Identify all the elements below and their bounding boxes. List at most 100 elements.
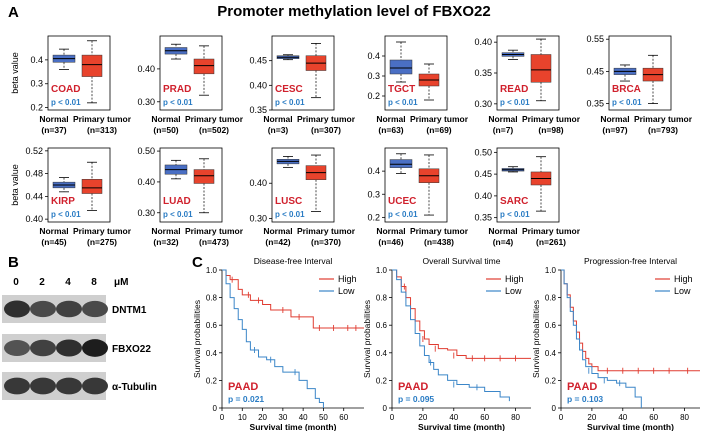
survival-curve-high bbox=[222, 269, 364, 329]
category-label: Normal bbox=[263, 114, 292, 124]
y-tick-label: 0.8 bbox=[376, 294, 388, 303]
y-tick-label: 0.4 bbox=[376, 349, 388, 358]
y-tick-label: 0.2 bbox=[30, 103, 43, 113]
y-tick-label: 0.35 bbox=[586, 99, 604, 109]
legend-label-low: Low bbox=[505, 286, 522, 296]
boxplot-read: 0.30 0.35 0.40 READ p < 0.01 Normal Primary tu… bbox=[474, 35, 581, 135]
category-label: Primary tumor bbox=[297, 114, 356, 124]
x-tick-label: 50 bbox=[319, 413, 328, 422]
y-tick-label: 0.40 bbox=[474, 191, 492, 201]
y-tick-label: 0.48 bbox=[25, 169, 43, 179]
y-tick-label: 0.2 bbox=[367, 212, 380, 222]
panel-label-c: C bbox=[192, 254, 203, 271]
cancer-label: PAAD bbox=[567, 381, 597, 393]
cancer-label: TGCT bbox=[388, 84, 415, 95]
x-tick-label: 60 bbox=[649, 413, 658, 422]
blot-band bbox=[56, 300, 82, 318]
category-label: Normal bbox=[600, 114, 629, 124]
y-tick-label: 0.50 bbox=[137, 146, 155, 156]
sample-count: (n=502) bbox=[199, 125, 229, 135]
sample-count: (n=45) bbox=[41, 237, 66, 247]
y-tick-label: 0.40 bbox=[249, 80, 267, 90]
cancer-label: KIRP bbox=[51, 196, 75, 207]
blot-band bbox=[4, 377, 30, 395]
boxplot-sarc: 0.35 0.40 0.45 0.50 SARC p < 0.01 Normal Primar… bbox=[474, 147, 580, 247]
cancer-label: LUAD bbox=[163, 196, 191, 207]
sample-count: (n=307) bbox=[311, 125, 341, 135]
y-tick-label: 0.45 bbox=[474, 169, 492, 179]
y-tick-label: 0.3 bbox=[367, 71, 380, 81]
y-tick-label: 0.2 bbox=[376, 376, 388, 385]
y-tick-label: 0.30 bbox=[474, 99, 492, 109]
y-tick-label: 0.6 bbox=[206, 321, 218, 330]
sample-count: (n=370) bbox=[311, 237, 341, 247]
p-value: p < 0.01 bbox=[163, 210, 193, 219]
blot-band bbox=[30, 339, 56, 357]
x-axis-label: Survival time (month) bbox=[250, 422, 337, 431]
km-title: Disease-free Interval bbox=[254, 256, 333, 266]
survival-curve-high bbox=[392, 269, 531, 359]
y-tick-label: 0.4 bbox=[545, 349, 557, 358]
figure-title: Promoter methylation level of FBXO22 bbox=[217, 3, 490, 20]
plot-frame bbox=[271, 147, 335, 223]
x-tick-label: 60 bbox=[480, 413, 489, 422]
km-plot-3: Progression-free Interval 0 0.2 0.4 0.6 0.8 1.… bbox=[531, 256, 700, 431]
y-tick-label: 0.40 bbox=[137, 64, 155, 74]
x-tick-label: 80 bbox=[680, 413, 689, 422]
p-value: p < 0.01 bbox=[275, 210, 305, 219]
concentration-label: 0 bbox=[13, 277, 19, 288]
y-tick-label: 0.6 bbox=[545, 321, 557, 330]
box-plot-panels: 0.2 0.3 0.4 beta value COAD p < 0.01 Normal Pri… bbox=[10, 34, 693, 247]
cancer-label: SARC bbox=[500, 196, 528, 207]
y-tick-label: 0.4 bbox=[206, 349, 218, 358]
category-label: Primary tumor bbox=[297, 226, 356, 236]
p-value: p = 0.095 bbox=[398, 394, 434, 404]
y-tick-label: 0.40 bbox=[474, 37, 492, 47]
x-tick-label: 10 bbox=[238, 413, 247, 422]
y-axis-label: Survival probabilities bbox=[192, 300, 202, 378]
cancer-label: PRAD bbox=[163, 84, 191, 95]
box-normal bbox=[389, 59, 413, 75]
p-value: p < 0.01 bbox=[163, 98, 193, 107]
y-tick-label: 0.30 bbox=[249, 213, 267, 223]
p-value: p < 0.01 bbox=[500, 98, 530, 107]
y-tick-label: 0.35 bbox=[474, 68, 492, 78]
cancer-label: CESC bbox=[275, 84, 303, 95]
plot-frame bbox=[384, 35, 448, 111]
category-label: Normal bbox=[488, 114, 517, 124]
category-label: Normal bbox=[376, 114, 405, 124]
boxplot-coad: 0.2 0.3 0.4 beta value COAD p < 0.01 Normal Pri… bbox=[10, 35, 132, 135]
plot-frame bbox=[159, 35, 223, 111]
plot-frame bbox=[47, 35, 111, 111]
category-label: Primary tumor bbox=[410, 114, 469, 124]
concentration-unit: μM bbox=[114, 277, 128, 288]
y-tick-label: 0.55 bbox=[586, 34, 604, 44]
y-tick-label: 0.4 bbox=[367, 51, 380, 61]
y-tick-label: 0.6 bbox=[376, 321, 388, 330]
y-tick-label: 0.4 bbox=[367, 166, 380, 176]
box-tumor bbox=[530, 54, 552, 83]
sample-count: (n=42) bbox=[265, 237, 290, 247]
x-tick-label: 40 bbox=[449, 413, 458, 422]
sample-count: (n=7) bbox=[493, 125, 514, 135]
box-normal bbox=[389, 159, 413, 168]
x-tick-label: 80 bbox=[511, 413, 520, 422]
survival-curve-low bbox=[392, 269, 510, 402]
p-value: p = 0.103 bbox=[567, 394, 603, 404]
sample-count: (n=98) bbox=[538, 125, 563, 135]
km-plot-2: Overall Survival time 0 0.2 0.4 0.6 0.8 1.0 0 20… bbox=[362, 256, 531, 431]
western-blot-panel: 0 2 4 8 μM DNTM1 FBXO22 α-Tubulin bbox=[2, 277, 157, 400]
p-value: p < 0.01 bbox=[388, 98, 418, 107]
category-label: Normal bbox=[488, 226, 517, 236]
boxplot-cesc: 0.35 0.40 0.45 CESC p < 0.01 Normal Primary tu… bbox=[249, 35, 356, 135]
y-tick-label: 0.3 bbox=[367, 189, 380, 199]
box-tumor bbox=[81, 179, 103, 194]
x-tick-label: 60 bbox=[339, 413, 348, 422]
sample-count: (n=793) bbox=[648, 125, 678, 135]
blot-band bbox=[56, 377, 82, 395]
boxplot-tgct: 0.2 0.3 0.4 TGCT p < 0.01 Normal Primary tumor… bbox=[367, 35, 469, 135]
y-tick-label: 0.2 bbox=[545, 376, 557, 385]
